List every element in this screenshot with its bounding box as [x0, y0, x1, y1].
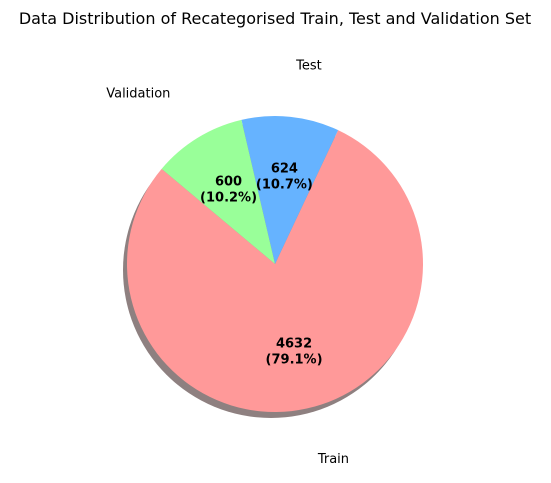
category-label-validation: Validation — [106, 87, 170, 102]
pie-slice-train — [127, 130, 423, 413]
pie-slice-validation — [161, 119, 275, 264]
category-label-test: Test — [295, 58, 322, 73]
pie-slice-test — [241, 116, 339, 264]
pie-slices — [127, 116, 423, 413]
value-label-validation: 600 (10.2%) — [200, 174, 257, 205]
pie-labels: Train 4632 (79.1%) Test 624 (10.7%) Validation… — [106, 58, 349, 467]
value-label-train: 4632 (79.1%) — [266, 337, 323, 368]
chart-title: Data Distribution of Recategorised Train… — [19, 9, 531, 28]
category-label-train: Train — [317, 452, 349, 467]
value-label-test: 624 (10.7%) — [256, 162, 313, 193]
